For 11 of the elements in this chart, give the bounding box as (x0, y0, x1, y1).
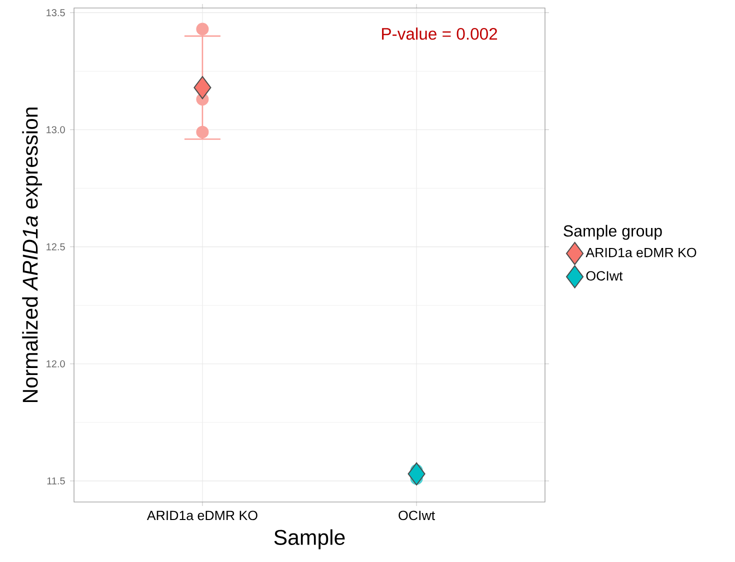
y-axis-title: Normalized ARID1a expression (22, 108, 42, 402)
y-tick-label: 12.0 (46, 360, 65, 368)
y-tick-label: 13.5 (46, 9, 65, 16)
legend-label: ARID1a eDMR KO (586, 248, 696, 258)
y-tick-label: 12.5 (46, 243, 65, 250)
y-tick-label: 13.0 (46, 126, 65, 134)
x-axis-title: Sample (274, 529, 345, 550)
annotation: P-value = 0.002 (382, 28, 498, 40)
y-tick-label: 11.5 (47, 477, 65, 484)
legend-label: OCIwt (586, 271, 623, 281)
legend-title: Sample group (564, 224, 662, 240)
